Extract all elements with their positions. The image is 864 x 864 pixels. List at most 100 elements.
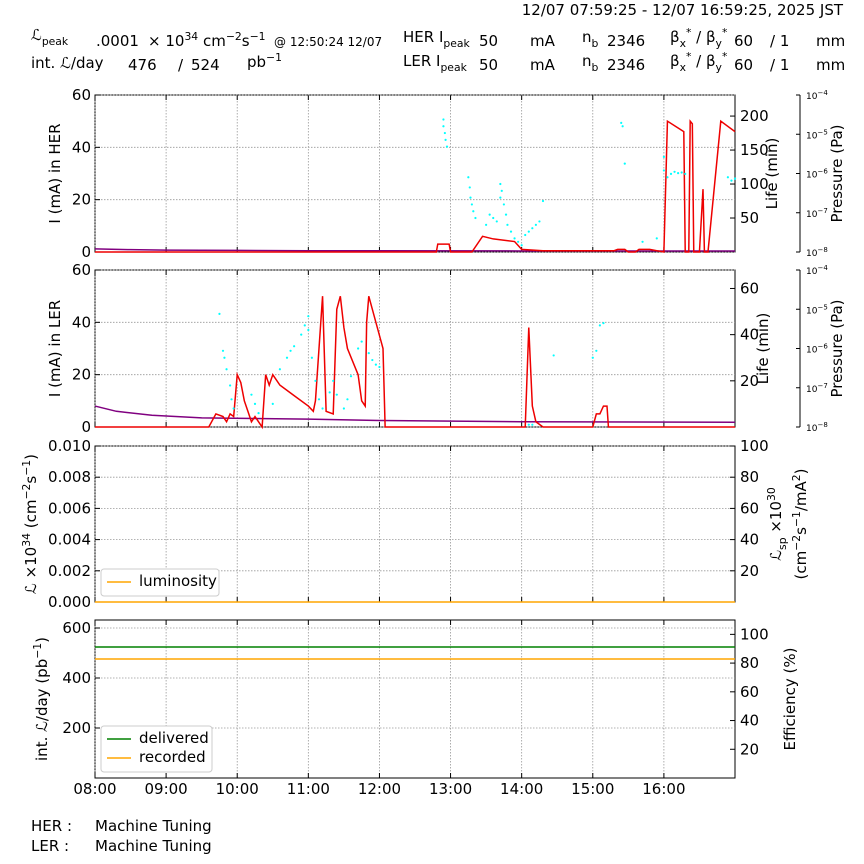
life-point bbox=[469, 196, 472, 199]
life-point bbox=[591, 356, 594, 359]
life-point bbox=[733, 177, 737, 180]
life-point bbox=[662, 169, 665, 172]
label-text: HER I bbox=[403, 28, 443, 46]
x-tick-label: 16:00 bbox=[642, 780, 685, 798]
life-point bbox=[300, 333, 303, 336]
legend-box bbox=[100, 725, 213, 773]
subscript: x bbox=[680, 37, 687, 50]
label-text: Pressure (Pa) bbox=[828, 124, 846, 222]
tick-base: 10 bbox=[806, 385, 818, 395]
y2-axis-label: (cm−2s−1/mA2) bbox=[790, 468, 810, 579]
y-tick-label: 0.004 bbox=[48, 531, 91, 549]
life-point bbox=[531, 423, 534, 426]
life-point bbox=[218, 312, 221, 315]
ring-nb: nb bbox=[582, 52, 599, 74]
life-point bbox=[488, 213, 491, 216]
life-point bbox=[285, 356, 289, 359]
y-axis-label: I (mA) in HER bbox=[46, 123, 64, 223]
subscript: y bbox=[716, 37, 723, 50]
life-point bbox=[666, 176, 669, 179]
superscript: −6 bbox=[817, 343, 828, 351]
ring-current: 50 bbox=[479, 56, 498, 74]
life-point bbox=[367, 352, 370, 355]
life-point bbox=[223, 356, 226, 359]
y2-tick-label: 60 bbox=[740, 279, 759, 297]
series-line bbox=[95, 295, 735, 430]
legend-label: recorded bbox=[139, 748, 206, 766]
life-point bbox=[470, 203, 473, 206]
ring-unit: mA bbox=[530, 56, 556, 74]
superscript: −7 bbox=[817, 382, 827, 390]
label-text: cm bbox=[198, 32, 226, 50]
intl-sep: / bbox=[178, 56, 184, 74]
life-point bbox=[443, 131, 446, 135]
y2-tick-label: 40 bbox=[740, 712, 759, 730]
superscript: −8 bbox=[817, 246, 827, 254]
life-point bbox=[371, 358, 374, 362]
label-text: I (mA) in HER bbox=[46, 123, 64, 223]
life-point bbox=[495, 220, 498, 223]
ring-beta-sep: / 1 bbox=[770, 56, 789, 74]
y2-tick-label: 40 bbox=[740, 531, 759, 549]
life-point bbox=[357, 347, 360, 350]
life-point bbox=[669, 172, 673, 175]
life-point bbox=[442, 118, 445, 121]
footer-ring: HER : bbox=[31, 817, 72, 835]
superscript: −1 bbox=[250, 30, 266, 43]
life-point bbox=[257, 412, 260, 415]
y-tick-label: 20 bbox=[72, 191, 91, 209]
life-point bbox=[271, 402, 274, 406]
y-axis-label: ℒ ×1034 (cm−2s−1) bbox=[20, 454, 40, 594]
subscript: b bbox=[592, 37, 599, 50]
superscript: −1 bbox=[790, 511, 803, 527]
label-text: / β bbox=[691, 28, 715, 46]
label-text: s bbox=[242, 32, 250, 50]
superscript: −5 bbox=[817, 303, 827, 311]
y2-tick-label: 20 bbox=[740, 740, 759, 758]
superscript: * bbox=[686, 50, 692, 63]
superscript: −8 bbox=[817, 421, 827, 429]
ring-name: HER Ipeak bbox=[403, 28, 470, 50]
label-text: Life (min) bbox=[754, 313, 772, 385]
label-text: pb bbox=[247, 53, 266, 71]
life-point bbox=[520, 244, 523, 247]
series-line bbox=[94, 248, 735, 252]
life-point bbox=[541, 199, 545, 203]
subscript: sp bbox=[776, 537, 789, 550]
life-point bbox=[289, 349, 292, 352]
y-tick-label: 0 bbox=[81, 418, 91, 436]
life-point bbox=[602, 322, 605, 325]
superscript: −1 bbox=[20, 460, 33, 476]
life-point bbox=[278, 368, 281, 371]
life-point bbox=[534, 223, 537, 226]
label-text: ℒ bbox=[31, 26, 42, 44]
superscript: −2 bbox=[790, 535, 803, 551]
life-point bbox=[726, 176, 729, 179]
y3-tick-label: 10−8 bbox=[806, 246, 828, 259]
label-text: LER I bbox=[403, 52, 440, 70]
life-point bbox=[552, 354, 555, 357]
plot-frame bbox=[94, 269, 736, 428]
life-point bbox=[253, 402, 257, 406]
intl-unit: pb−1 bbox=[247, 51, 282, 71]
y-tick-label: 60 bbox=[72, 261, 91, 279]
tick-base: 10 bbox=[806, 306, 818, 316]
life-point bbox=[293, 345, 296, 348]
ring-beta: βx* / βy* bbox=[670, 50, 728, 74]
tick-base: 10 bbox=[806, 267, 818, 277]
tick-base: 10 bbox=[806, 249, 818, 259]
label-text: (cm bbox=[22, 500, 40, 533]
y2-axis-label: Efficiency (%) bbox=[781, 648, 799, 751]
life-point bbox=[662, 155, 665, 158]
superscript: −4 bbox=[817, 264, 828, 272]
y3-tick-label: 10−4 bbox=[806, 264, 828, 277]
x-tick-label: 11:00 bbox=[287, 780, 330, 798]
ring-beta: βx* / βy* bbox=[670, 26, 728, 50]
life-point bbox=[598, 324, 601, 327]
x-tick-label: 13:00 bbox=[429, 780, 472, 798]
label-text: ×10 bbox=[767, 501, 785, 537]
tick-base: 10 bbox=[806, 210, 818, 220]
legend-label: delivered bbox=[139, 729, 209, 747]
life-point bbox=[221, 349, 225, 352]
